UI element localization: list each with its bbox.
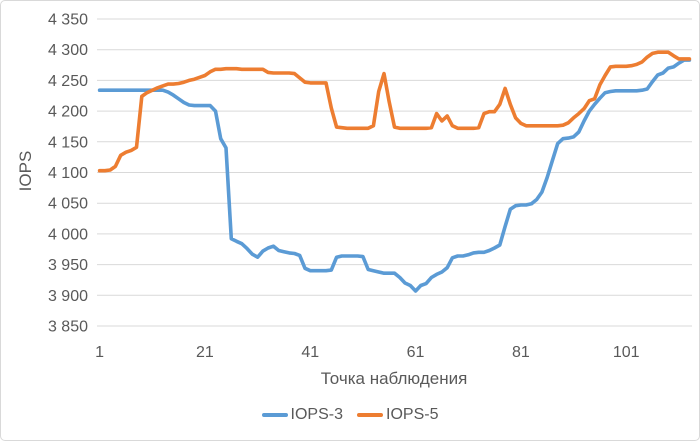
y-tick-label: 3 950 <box>48 257 88 274</box>
legend-item-iops-5[interactable]: IOPS-5 <box>357 406 438 424</box>
y-tick-label: 4 350 <box>48 12 88 29</box>
legend-label-iops-5: IOPS-5 <box>386 406 439 423</box>
y-tick-label: 4 100 <box>48 165 88 182</box>
y-tick-label: 3 850 <box>48 319 88 336</box>
y-axis-title: IOPS <box>16 150 35 192</box>
x-tick-label: 21 <box>196 344 214 361</box>
series-line-iops-5 <box>97 50 692 173</box>
y-tick-label: 4 300 <box>48 42 88 59</box>
y-tick-label: 4 150 <box>48 134 88 151</box>
y-tick-label: 4 250 <box>48 73 88 90</box>
series-line-iops-3 <box>97 58 692 293</box>
x-tick-label: 81 <box>512 344 530 361</box>
y-tick-label: 4 200 <box>48 104 88 121</box>
legend-marker-iops-5 <box>357 413 383 417</box>
legend-label-iops-3: IOPS-3 <box>290 406 343 423</box>
legend-marker-iops-3 <box>261 413 288 417</box>
x-tick-label: 61 <box>407 344 425 361</box>
x-tick-label: 101 <box>613 344 640 361</box>
legend: IOPS-3 IOPS-5 <box>1 406 699 424</box>
y-tick-label: 3 900 <box>48 288 88 305</box>
legend-item-iops-3[interactable]: IOPS-3 <box>261 406 343 424</box>
y-tick-label: 4 050 <box>48 196 88 213</box>
x-axis-title: Точка наблюдения <box>320 369 468 388</box>
x-tick-label: 41 <box>301 344 319 361</box>
y-tick-label: 4 000 <box>48 226 88 243</box>
x-tick-label: 1 <box>95 344 104 361</box>
